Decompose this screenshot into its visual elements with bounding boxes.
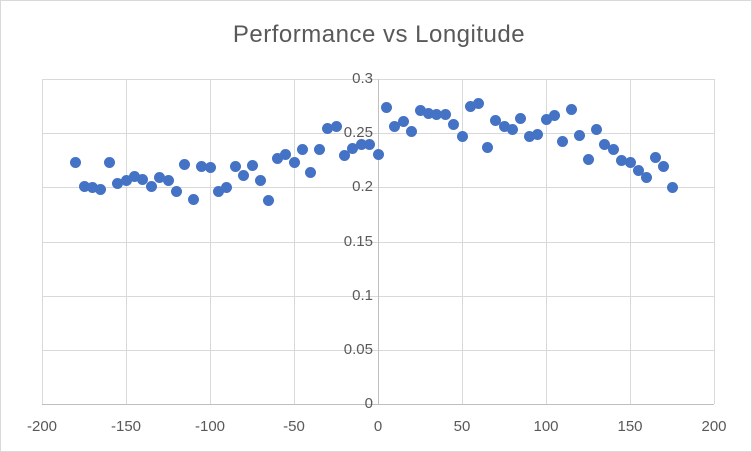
plot-area[interactable] <box>42 79 715 405</box>
data-point <box>431 109 443 121</box>
data-point <box>103 156 115 168</box>
data-point <box>448 119 460 130</box>
data-point <box>406 125 418 137</box>
data-point <box>162 175 174 187</box>
data-point <box>347 142 359 154</box>
data-point <box>506 124 518 136</box>
data-point <box>364 138 376 150</box>
data-point <box>296 143 308 155</box>
data-point <box>599 138 611 150</box>
data-point <box>305 166 317 178</box>
y-tick-label: 0.2 <box>352 178 373 196</box>
data-point <box>330 121 342 133</box>
data-point <box>574 129 586 141</box>
data-point <box>590 124 602 136</box>
gridline-vertical <box>714 79 715 404</box>
data-point <box>557 136 569 148</box>
data-point <box>338 150 350 162</box>
data-point <box>187 193 199 205</box>
data-point <box>179 159 191 171</box>
data-point <box>473 98 485 110</box>
data-point <box>548 110 560 122</box>
data-point <box>641 172 653 184</box>
data-point <box>632 164 644 176</box>
data-point <box>246 160 258 172</box>
y-axis-line <box>378 79 379 404</box>
data-point <box>212 186 224 198</box>
x-tick-label: 50 <box>453 418 471 435</box>
x-tick-label: -50 <box>283 418 305 435</box>
y-tick-label: 0.1 <box>352 286 373 304</box>
x-tick-label: -200 <box>26 418 58 435</box>
data-point <box>607 143 619 155</box>
data-point <box>414 104 426 116</box>
data-point <box>481 141 493 153</box>
data-point <box>280 149 292 161</box>
data-point <box>389 121 401 133</box>
y-tick-label: 0.25 <box>343 124 373 142</box>
data-point <box>170 186 182 198</box>
data-point <box>154 172 166 184</box>
data-point <box>145 180 157 192</box>
data-point <box>204 162 216 174</box>
data-point <box>271 152 283 164</box>
data-point <box>221 181 233 193</box>
data-point <box>616 154 628 166</box>
data-point <box>439 109 451 121</box>
x-tick-label: -100 <box>194 418 226 435</box>
x-tick-label: 0 <box>373 418 383 435</box>
data-point <box>229 161 241 173</box>
data-point <box>70 156 82 168</box>
data-point <box>95 184 107 195</box>
data-point <box>313 143 325 155</box>
data-point <box>532 128 544 140</box>
data-point <box>263 194 275 206</box>
y-tick-label: 0.15 <box>343 232 373 250</box>
data-point <box>582 153 594 165</box>
data-point <box>540 113 552 125</box>
data-point <box>456 130 468 142</box>
y-tick-label: 0 <box>364 395 373 412</box>
data-point <box>128 171 140 182</box>
data-point <box>515 112 527 124</box>
y-tick-label: 0.05 <box>343 340 373 358</box>
data-point <box>112 177 124 189</box>
x-axis-line <box>42 404 714 405</box>
data-point <box>422 108 434 120</box>
data-point <box>666 181 678 193</box>
data-point <box>658 161 670 173</box>
data-point <box>355 138 367 150</box>
x-tick-label: 200 <box>701 418 727 435</box>
data-point <box>464 100 476 112</box>
x-tick-label: -150 <box>110 418 142 435</box>
x-tick-label: 100 <box>533 418 559 435</box>
data-point <box>78 180 90 192</box>
data-point <box>137 174 149 186</box>
data-point <box>86 181 98 193</box>
data-point <box>322 123 334 135</box>
data-point <box>498 121 510 133</box>
data-point <box>254 175 266 187</box>
chart-title: Performance vs Longitude <box>232 21 526 48</box>
data-point <box>490 114 502 126</box>
data-point <box>288 156 300 168</box>
data-point <box>649 151 661 163</box>
data-point <box>565 103 577 115</box>
data-point <box>624 156 636 168</box>
data-point <box>523 130 535 142</box>
data-point <box>196 161 208 173</box>
data-point <box>372 149 384 161</box>
data-point <box>397 115 409 127</box>
data-point <box>120 175 132 187</box>
data-point <box>238 169 250 181</box>
y-tick-label: 0.3 <box>352 70 373 87</box>
data-point <box>380 101 392 113</box>
x-tick-label: 150 <box>617 418 643 435</box>
